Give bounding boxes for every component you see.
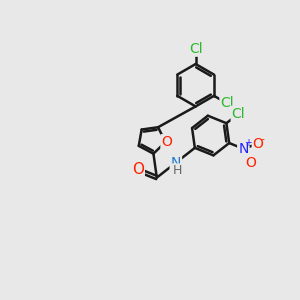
Text: Cl: Cl: [189, 42, 202, 56]
Text: Cl: Cl: [232, 107, 245, 121]
Text: N: N: [238, 142, 249, 156]
Text: H: H: [172, 164, 182, 177]
Text: N: N: [171, 156, 181, 170]
Text: O: O: [161, 135, 172, 149]
Text: Cl: Cl: [220, 97, 234, 110]
Text: O: O: [132, 162, 144, 177]
Text: O: O: [253, 136, 264, 151]
Text: -: -: [260, 134, 264, 145]
Text: +: +: [244, 139, 252, 148]
Text: O: O: [245, 156, 256, 170]
